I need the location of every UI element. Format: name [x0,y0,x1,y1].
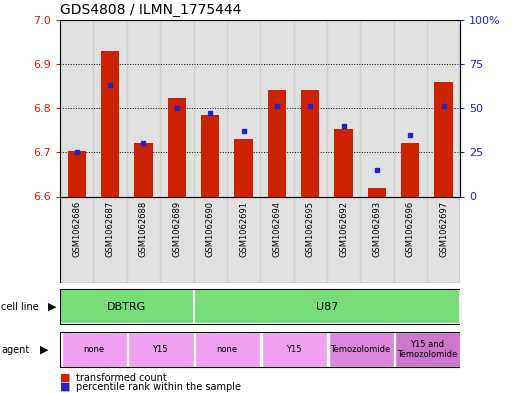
Text: none: none [83,345,104,354]
Bar [262,332,327,367]
Text: GDS4808 / ILMN_1775444: GDS4808 / ILMN_1775444 [60,3,242,17]
Text: GSM1062687: GSM1062687 [106,201,115,257]
Bar [60,20,94,196]
Text: ▶: ▶ [40,345,48,355]
Bar [293,196,327,283]
Bar [227,20,260,196]
Bar [394,196,427,283]
Bar [435,81,453,196]
Text: percentile rank within the sample: percentile rank within the sample [76,382,241,392]
Bar [394,20,427,196]
Bar [94,196,127,283]
Bar [94,20,127,196]
Bar [268,90,286,196]
Text: GSM1062688: GSM1062688 [139,201,148,257]
Text: GSM1062691: GSM1062691 [239,201,248,257]
Bar [328,332,394,367]
Bar [60,196,94,283]
Bar [327,196,360,283]
Text: GSM1062689: GSM1062689 [173,201,181,257]
Text: Y15: Y15 [286,345,301,354]
Text: GSM1062695: GSM1062695 [306,201,315,257]
Text: GSM1062697: GSM1062697 [439,201,448,257]
Bar [360,196,393,283]
Text: none: none [217,345,237,354]
Text: ■: ■ [60,373,71,383]
Text: GSM1062694: GSM1062694 [272,201,281,257]
Text: ▶: ▶ [48,301,56,312]
Bar [195,332,260,367]
Bar [260,196,293,283]
Bar [129,332,194,367]
Text: Y15 and
Temozolomide: Y15 and Temozolomide [397,340,457,360]
Bar [160,196,194,283]
Text: U87: U87 [316,301,338,312]
Bar [194,196,227,283]
Bar [67,151,86,196]
Bar [60,289,194,324]
Text: GSM1062692: GSM1062692 [339,201,348,257]
Bar [293,20,327,196]
Bar [360,20,393,196]
Text: DBTRG: DBTRG [107,301,146,312]
Bar [227,196,260,283]
Text: transformed count: transformed count [76,373,167,383]
Bar [127,196,160,283]
Text: ■: ■ [60,382,71,392]
Bar [334,129,353,196]
Bar [301,90,320,196]
Bar [327,20,360,196]
Bar [427,196,460,283]
Text: Temozolomide: Temozolomide [330,345,390,354]
Bar [234,139,253,196]
Bar [427,20,460,196]
Text: agent: agent [1,345,29,355]
Text: GSM1062686: GSM1062686 [72,201,81,257]
Text: Y15: Y15 [152,345,168,354]
Text: GSM1062693: GSM1062693 [372,201,381,257]
Text: cell line: cell line [1,301,39,312]
Bar [194,20,227,196]
Bar [401,143,419,196]
Bar [260,20,293,196]
Bar [201,115,219,196]
Bar [134,143,153,196]
Bar [62,332,127,367]
Bar [395,332,460,367]
Text: GSM1062690: GSM1062690 [206,201,214,257]
Bar [194,289,460,324]
Text: GSM1062696: GSM1062696 [406,201,415,257]
Bar [368,187,386,196]
Bar [101,51,119,196]
Bar [127,20,160,196]
Bar [160,20,194,196]
Bar [168,98,186,196]
